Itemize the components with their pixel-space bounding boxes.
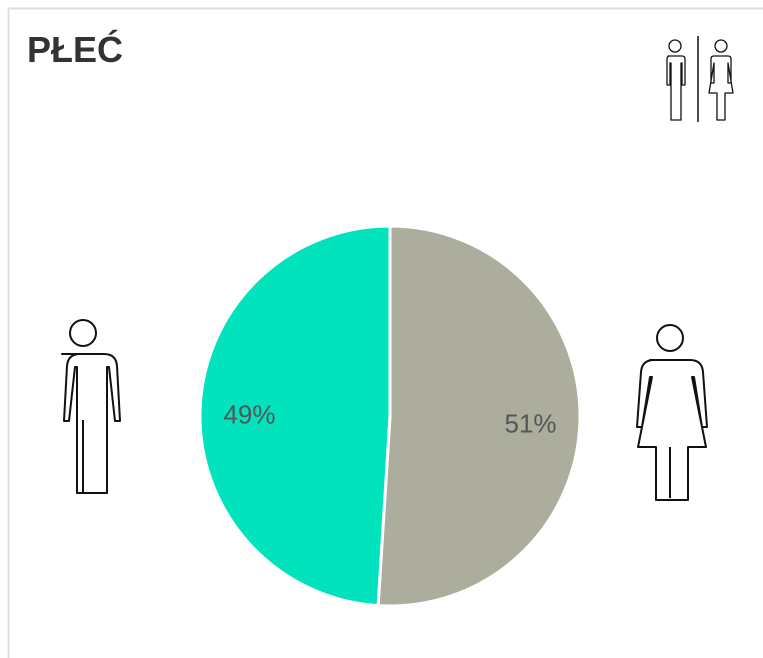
female-icon (636, 324, 708, 501)
male-icon (61, 319, 121, 494)
slice-label: 49% (223, 400, 275, 430)
gender-icon (666, 36, 734, 122)
chart-title: PŁEĆ (27, 28, 123, 70)
pie-slice (376, 224, 582, 608)
slice-label: 51% (505, 408, 557, 438)
pie-slice (198, 224, 392, 608)
